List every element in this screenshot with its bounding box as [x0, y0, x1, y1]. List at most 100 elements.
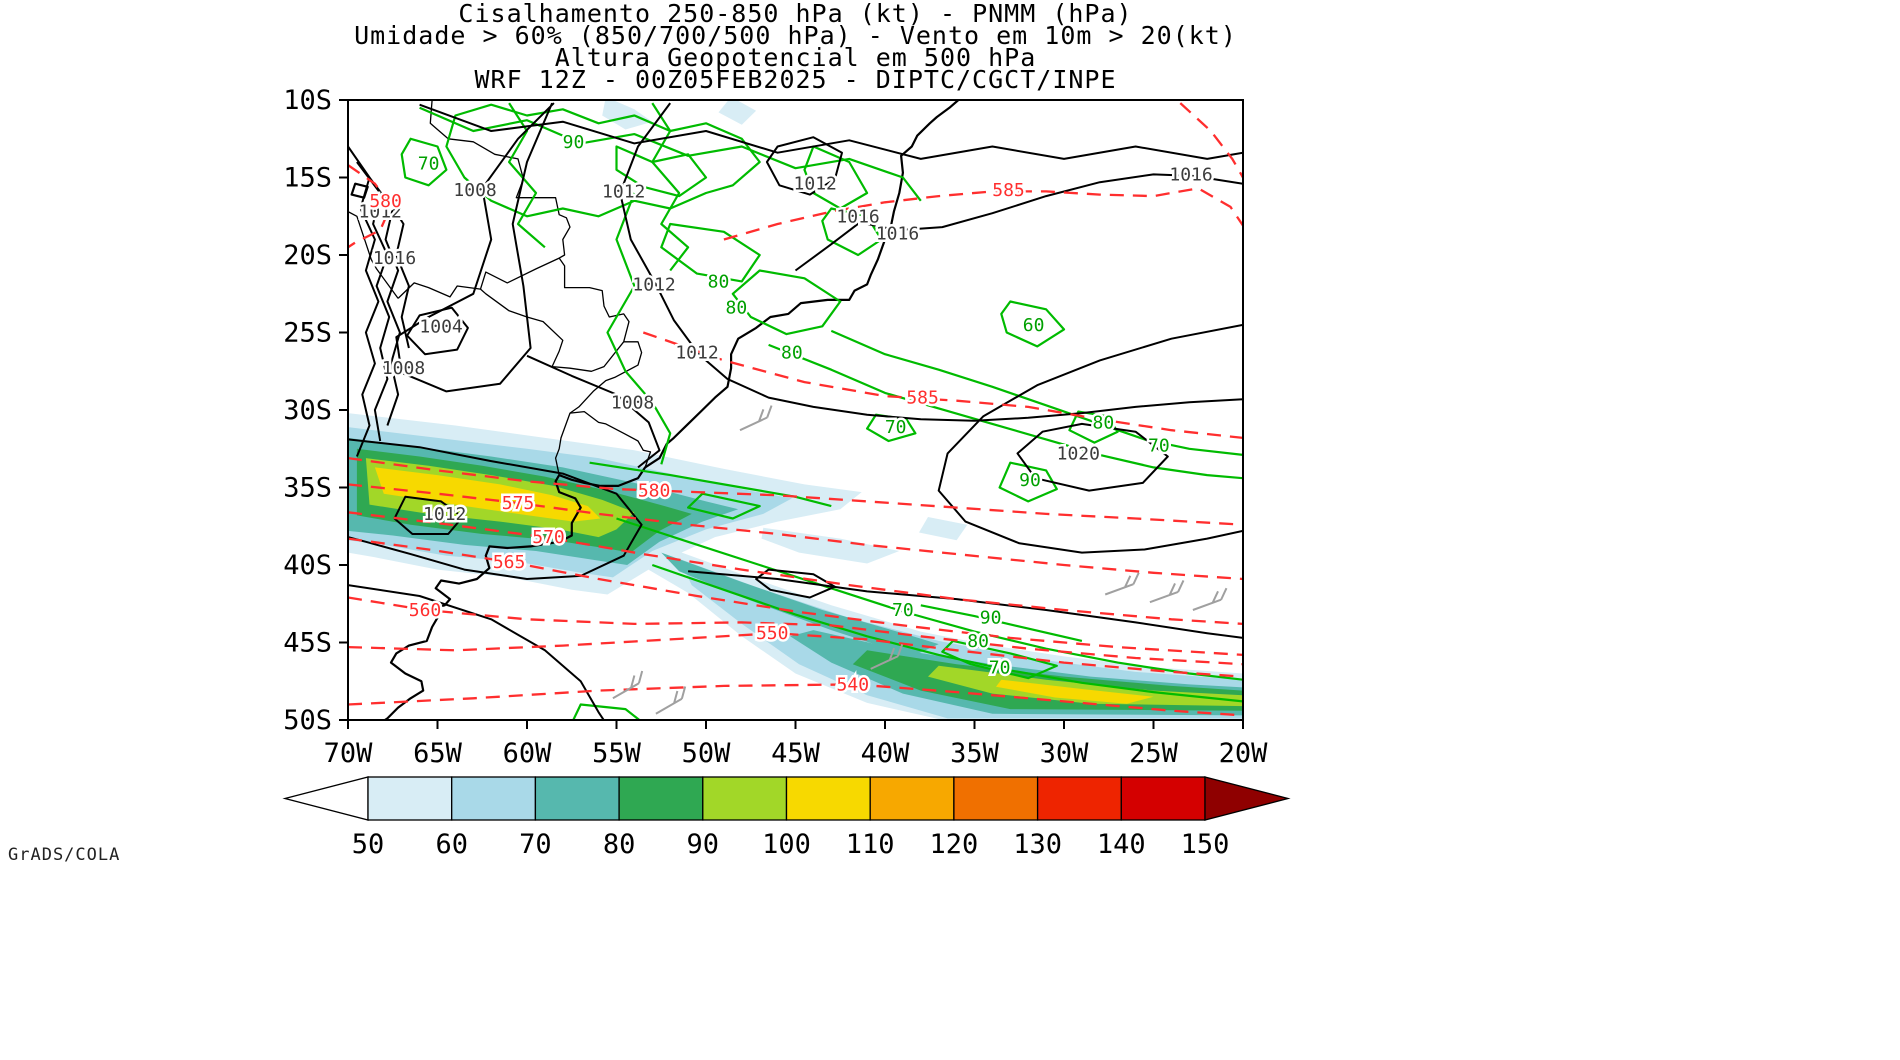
lat-tick-label: 15S	[283, 163, 332, 194]
contour-labels: 9070808060807080907070708090100810081004…	[356, 129, 1215, 698]
lat-tick-label: 20S	[283, 240, 332, 271]
country-border	[569, 410, 652, 468]
contour-label: 585	[992, 180, 1025, 201]
mslp-contour-line	[1016, 422, 1169, 492]
hgt500-contour-line	[348, 511, 1243, 626]
mslp-contour-line	[406, 306, 469, 356]
humidity-contour-line	[731, 269, 842, 336]
humidity-contour-line	[821, 207, 883, 257]
colorbar-cell-60-70	[451, 776, 537, 821]
hgt500-contour-line	[348, 537, 1243, 657]
hgt500-contour-line	[348, 632, 1243, 678]
contour-label: 1020	[1057, 443, 1100, 464]
colorbar-cell-50-60	[367, 776, 453, 821]
contour-label: 90	[980, 608, 1002, 629]
wind-barb	[655, 686, 687, 715]
humidity-contour-line	[445, 103, 761, 218]
humidity-contour-line	[651, 102, 690, 272]
mslp-contour-line	[368, 176, 401, 426]
humidity-contour-line	[419, 106, 922, 202]
contour-label: 1016	[1169, 164, 1212, 185]
contour-label: 550	[756, 623, 789, 644]
contour-label: 70	[885, 417, 907, 438]
contour-label: 565	[493, 552, 526, 573]
lat-tick-label: 35S	[283, 473, 332, 504]
lat-tick-label: 40S	[283, 550, 332, 581]
contour-label: 1016	[876, 223, 919, 244]
contour-label: 90	[1019, 470, 1041, 491]
mslp-contour-line	[526, 354, 661, 469]
fill-level-50	[602, 100, 653, 130]
contour-label: 1016	[836, 206, 879, 227]
chart-title-block: Cisalhamento 250-850 hPa (kt) - PNMM (hP…	[348, 1, 1243, 92]
coastline-segment	[382, 100, 960, 720]
colorbar-under-arrow	[282, 776, 369, 821]
fill-level-50	[718, 100, 757, 125]
lon-tick-label: 55W	[592, 738, 642, 769]
lon-tick-label: 50W	[682, 738, 732, 769]
mslp-contour-line	[755, 568, 836, 599]
humidity-contour-line	[830, 329, 1243, 456]
colorbar-tick-label: 50	[352, 829, 385, 860]
colorbar-tick-label: 70	[519, 829, 552, 860]
country-border	[479, 257, 560, 290]
contour-label: 1008	[611, 392, 654, 413]
colorbar-tick-label: 110	[846, 829, 895, 860]
colorbar-cell-130-140	[1036, 776, 1122, 821]
contour-label: 1008	[453, 180, 496, 201]
colorbar-tick-label: 100	[762, 829, 811, 860]
lat-tick-label: 30S	[283, 395, 332, 426]
contour-label: 80	[726, 298, 748, 319]
mslp-contour-line	[619, 102, 1243, 422]
mslp-contour-line	[688, 570, 1243, 639]
country-border	[558, 257, 630, 342]
contour-label: 1012	[675, 343, 718, 364]
lat-tick-label: 10S	[283, 85, 332, 116]
contour-label: 580	[638, 481, 671, 502]
contour-label: 60	[1023, 315, 1045, 336]
humidity-contour-line	[803, 145, 869, 210]
hgt500-contour-line	[642, 331, 1243, 440]
contour-label: 1012	[794, 174, 837, 195]
contour-label: 1004	[419, 316, 462, 337]
contour-label: 1016	[373, 248, 416, 269]
hgt500-contour-line	[348, 596, 1243, 666]
wind-barbs	[612, 405, 1228, 715]
country-border	[429, 100, 571, 259]
contour-label: 560	[409, 600, 442, 621]
fill-level-100	[374, 467, 601, 522]
contour-label: 1012	[632, 274, 675, 295]
lon-tick-label: 40W	[861, 738, 911, 769]
colorbar-tick-label: 60	[435, 829, 468, 860]
colorbar-over-arrow	[1204, 776, 1291, 821]
contour-label: 575	[502, 493, 535, 514]
chart-title-line-3: Altura Geopotencial em 500 hPa	[554, 43, 1037, 72]
humidity-contour-line	[589, 461, 832, 508]
coastline-borders	[348, 100, 960, 720]
hgt500-contour-line	[348, 164, 393, 249]
colorbar: 50 60 70 80 90 100 110 120 130 140 150	[282, 776, 1291, 860]
fill-level-70	[661, 552, 939, 657]
hgt500-contour-line	[348, 483, 1243, 581]
contour-label: 80	[1093, 412, 1115, 433]
humidity-contour-line	[616, 517, 1243, 681]
contour-label: 1008	[382, 358, 425, 379]
mslp-contours	[348, 102, 1243, 720]
wind-barb	[1149, 579, 1185, 604]
colorbar-tick-label: 140	[1097, 829, 1146, 860]
hgt500-contour-line	[348, 683, 1243, 717]
humidity-contour-line	[400, 137, 448, 187]
humidity-contours	[400, 102, 1243, 720]
mslp-contour-line	[419, 103, 1243, 160]
mslp-contour-line	[382, 192, 410, 349]
lon-tick-label: 20W	[1219, 738, 1269, 769]
mslp-contour-line	[937, 323, 1243, 554]
contour-label: 1012	[423, 504, 466, 525]
colorbar-tick-label: 150	[1181, 829, 1230, 860]
colorbar-cell-90-100	[702, 776, 788, 821]
fill-level-90	[928, 665, 1243, 707]
colorbar-cell-100-110	[785, 776, 871, 821]
humidity-contour-line	[920, 604, 1083, 642]
